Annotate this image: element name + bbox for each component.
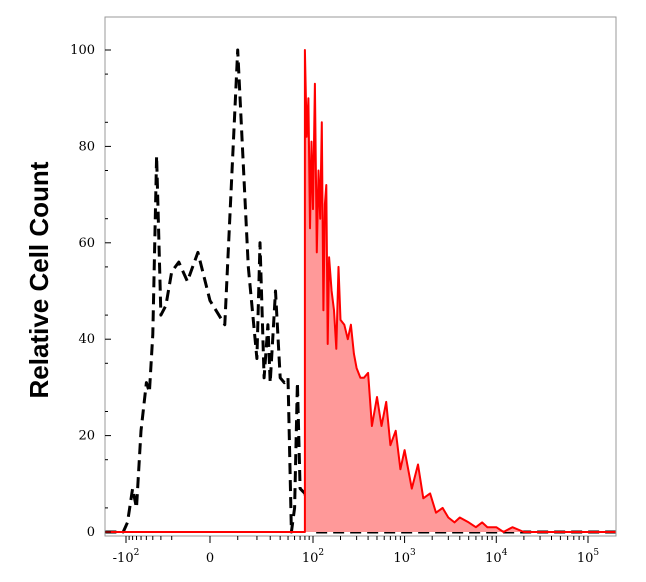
y-tick-label: 80 (78, 139, 95, 154)
y-tick-label: 0 (87, 525, 95, 540)
y-tick-label: 40 (78, 332, 95, 347)
series-1-fill (105, 50, 616, 532)
x-tick-label: 104 (485, 548, 508, 566)
series-layer (105, 48, 616, 534)
axis-layer: 0 20 40 60 80 100 -102 0 102 103 104 105 (70, 43, 599, 566)
x-tick-label: 103 (393, 548, 416, 566)
x-tick-label: 0 (206, 551, 214, 566)
y-tick-label: 100 (70, 43, 95, 58)
x-tick-label: 102 (302, 548, 324, 566)
y-axis-label: Relative Cell Count (24, 161, 54, 398)
plot-frame (104, 16, 617, 537)
y-tick-label: 20 (78, 429, 95, 444)
x-tick-label: 105 (577, 548, 600, 566)
series-1-line (105, 49, 616, 533)
y-tick-label: 60 (78, 236, 95, 251)
series-0-line (105, 48, 616, 534)
x-tick-label: -102 (113, 548, 140, 566)
